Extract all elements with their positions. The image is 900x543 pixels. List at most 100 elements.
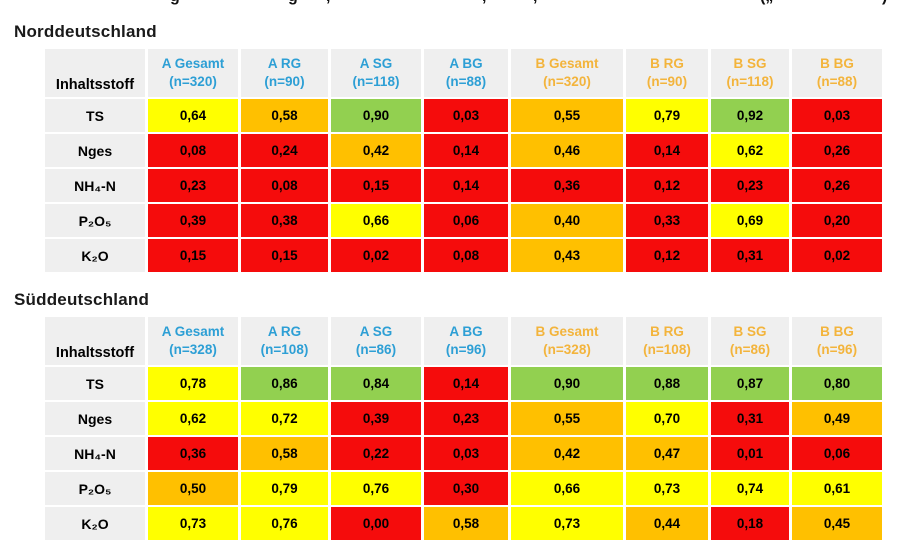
cropped-text-fragment: , (482, 0, 486, 6)
value-cell: 0,73 (626, 472, 708, 505)
section-sueddeutschland: Süddeutschland Inhaltsstoff A Gesamt (n=328… (0, 290, 900, 540)
cropped-text-fragment: “ (850, 0, 858, 6)
value-cell: 0,55 (511, 402, 623, 435)
value-cell: 0,02 (792, 239, 882, 272)
value-cell: 0,08 (241, 169, 328, 202)
column-header-n: (n=320) (169, 74, 217, 89)
cropped-text-fragment: ) (882, 0, 887, 6)
value-cell: 0,58 (241, 437, 328, 470)
column-header-n: (n=108) (643, 342, 691, 357)
row-label: Nges (45, 402, 145, 435)
column-header-label: B SG (733, 324, 767, 340)
column-header-label: A SG (359, 324, 393, 340)
value-cell: 0,42 (511, 437, 623, 470)
cropped-text-fragment: („ (760, 0, 773, 6)
value-cell: 0,14 (424, 134, 508, 167)
value-cell: 0,39 (148, 204, 238, 237)
value-cell: 0,45 (792, 507, 882, 540)
section-title: Norddeutschland (14, 22, 157, 41)
heatmap-table: Inhaltsstoff A Gesamt (n=328) A RG (n=108) A … (45, 317, 900, 540)
column-header-label: A BG (449, 56, 483, 72)
value-cell: 0,46 (511, 134, 623, 167)
cropped-text-fragment: g (288, 0, 298, 6)
value-cell: 0,78 (148, 367, 238, 400)
value-cell: 0,38 (241, 204, 328, 237)
column-header-label: A SG (359, 56, 393, 72)
column-header-n: (n=320) (543, 74, 591, 89)
column-header-n: (n=88) (816, 74, 858, 89)
value-cell: 0,43 (511, 239, 623, 272)
column-header: B RG (n=90) (626, 49, 708, 97)
value-cell: 0,30 (424, 472, 508, 505)
column-header: A RG (n=108) (241, 317, 328, 365)
row-label: P₂O₅ (45, 472, 145, 505)
value-cell: 0,73 (511, 507, 623, 540)
corner-header-inhaltsstoff: Inhaltsstoff (45, 317, 145, 365)
value-cell: 0,23 (711, 169, 789, 202)
column-header-n: (n=86) (729, 342, 771, 357)
value-cell: 0,15 (241, 239, 328, 272)
value-cell: 0,01 (711, 437, 789, 470)
column-header-n: (n=328) (169, 342, 217, 357)
row-label: NH₄-N (45, 437, 145, 470)
value-cell: 0,66 (511, 472, 623, 505)
value-cell: 0,03 (424, 437, 508, 470)
cropped-text-fragment: , (533, 0, 537, 6)
value-cell: 0,26 (792, 169, 882, 202)
column-header-n: (n=88) (445, 74, 487, 89)
value-cell: 0,00 (331, 507, 421, 540)
value-cell: 0,03 (792, 99, 882, 132)
column-header-label: B RG (650, 56, 684, 72)
value-cell: 0,76 (241, 507, 328, 540)
column-header-n: (n=108) (260, 342, 309, 357)
value-cell: 0,86 (241, 367, 328, 400)
value-cell: 0,84 (331, 367, 421, 400)
column-header-label: A Gesamt (161, 56, 225, 72)
column-header-label: A Gesamt (161, 324, 225, 340)
value-cell: 0,36 (148, 437, 238, 470)
column-header-label: A RG (267, 324, 302, 340)
value-cell: 0,08 (424, 239, 508, 272)
cropped-caption-fragments: g g,,, („ “) (0, 0, 900, 8)
column-header: B BG (n=88) (792, 49, 882, 97)
column-header-n: (n=86) (355, 342, 397, 357)
value-cell: 0,40 (511, 204, 623, 237)
value-cell: 0,12 (626, 169, 708, 202)
section-norddeutschland: Norddeutschland Inhaltsstoff A Gesamt (n=32… (0, 22, 900, 272)
column-header: A RG (n=90) (241, 49, 328, 97)
column-header-n: (n=90) (264, 74, 305, 89)
value-cell: 0,18 (711, 507, 789, 540)
column-header: B Gesamt (n=320) (511, 49, 623, 97)
value-cell: 0,66 (331, 204, 421, 237)
column-header: B BG (n=96) (792, 317, 882, 365)
value-cell: 0,14 (626, 134, 708, 167)
value-cell: 0,03 (424, 99, 508, 132)
heatmap-sections: Norddeutschland Inhaltsstoff A Gesamt (n=32… (0, 22, 900, 540)
cropped-text-fragment: , (326, 0, 330, 6)
value-cell: 0,69 (711, 204, 789, 237)
column-header: A BG (n=88) (424, 49, 508, 97)
value-cell: 0,90 (511, 367, 623, 400)
value-cell: 0,79 (241, 472, 328, 505)
value-cell: 0,87 (711, 367, 789, 400)
column-header-n: (n=118) (726, 74, 774, 89)
value-cell: 0,44 (626, 507, 708, 540)
column-header: B RG (n=108) (626, 317, 708, 365)
column-header: B SG (n=86) (711, 317, 789, 365)
value-cell: 0,06 (792, 437, 882, 470)
row-label: K₂O (45, 239, 145, 272)
column-header: A Gesamt (n=328) (148, 317, 238, 365)
value-cell: 0,23 (148, 169, 238, 202)
value-cell: 0,06 (424, 204, 508, 237)
corner-header-inhaltsstoff: Inhaltsstoff (45, 49, 145, 97)
column-header: A SG (n=118) (331, 49, 421, 97)
column-header: B SG (n=118) (711, 49, 789, 97)
value-cell: 0,73 (148, 507, 238, 540)
row-label: TS (45, 99, 145, 132)
value-cell: 0,88 (626, 367, 708, 400)
value-cell: 0,58 (241, 99, 328, 132)
column-header-label: B SG (733, 56, 767, 72)
value-cell: 0,33 (626, 204, 708, 237)
value-cell: 0,55 (511, 99, 623, 132)
column-header-label: B BG (820, 56, 854, 72)
